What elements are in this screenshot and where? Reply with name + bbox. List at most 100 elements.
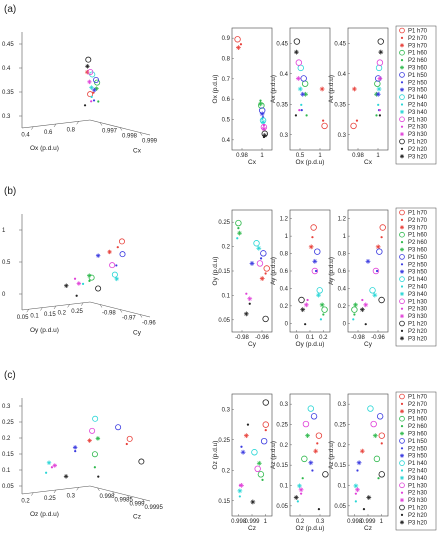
legend-entry: P3 h20 bbox=[408, 520, 428, 526]
data-point bbox=[378, 296, 385, 304]
y-axis-label: Oy (p.d.u) bbox=[212, 257, 219, 286]
z-tick-label: 0.15 bbox=[2, 452, 14, 458]
data-point bbox=[354, 492, 357, 495]
x-tick-label: 0.999 bbox=[244, 519, 260, 525]
data-point bbox=[253, 240, 260, 247]
tick-mark bbox=[112, 491, 115, 495]
y-tick-label: 0.05 bbox=[17, 315, 29, 321]
legend-entry: P3 h30 bbox=[408, 314, 428, 320]
data-point bbox=[400, 469, 404, 472]
star-stroke bbox=[352, 87, 357, 91]
data-point bbox=[372, 267, 380, 275]
y-tick-label: 0.05 bbox=[276, 504, 288, 510]
data-point bbox=[399, 132, 405, 137]
x-axis-label: Cy bbox=[133, 329, 142, 336]
star-stroke bbox=[378, 50, 383, 54]
data-point bbox=[95, 253, 101, 258]
star-stroke bbox=[313, 449, 318, 454]
y-tick-label: 0.25 bbox=[276, 423, 288, 429]
star-stroke bbox=[312, 259, 317, 264]
z-tick-label: 0.2 bbox=[2, 436, 11, 442]
star-stroke bbox=[297, 484, 302, 488]
y-tick-label: 0.1 bbox=[338, 484, 347, 490]
data-point bbox=[46, 460, 52, 465]
star-stroke bbox=[239, 483, 244, 488]
tick-mark bbox=[31, 126, 34, 130]
star-stroke bbox=[260, 276, 265, 281]
data-point bbox=[308, 460, 314, 466]
data-point bbox=[356, 460, 362, 466]
data-point bbox=[399, 87, 405, 92]
y-axis-label: Oz (p.d.u) bbox=[212, 441, 219, 470]
legend-entry: P3 h20 bbox=[408, 154, 428, 160]
x-tick-label: 0.5 bbox=[296, 153, 305, 159]
x-tick-label: -0.96 bbox=[142, 321, 156, 327]
x-tick-label: 0.98 bbox=[352, 153, 364, 159]
y-tick-label: 0.6 bbox=[44, 130, 53, 136]
tick-mark bbox=[139, 314, 143, 318]
y-axis-label: Az (p.d.u) bbox=[270, 441, 277, 469]
data-point bbox=[321, 306, 328, 313]
data-point bbox=[76, 281, 82, 286]
data-point bbox=[301, 477, 304, 480]
y-axis-label: Oy (p.d.u) bbox=[30, 327, 59, 334]
data-point bbox=[400, 125, 404, 128]
data-point bbox=[300, 307, 306, 313]
y-tick-label: 0.5 bbox=[222, 118, 231, 124]
plot-frame bbox=[347, 393, 389, 517]
star-stroke bbox=[400, 225, 404, 229]
star-stroke bbox=[241, 450, 245, 455]
y-tick-label: 0 bbox=[343, 321, 347, 327]
data-point bbox=[260, 437, 268, 445]
y-tick-label: 0.2 bbox=[222, 468, 231, 474]
y-axis-label: Ay (p.d.u) bbox=[328, 257, 335, 285]
data-point bbox=[377, 103, 380, 106]
data-point bbox=[243, 433, 249, 439]
data-point bbox=[351, 306, 358, 313]
star-stroke bbox=[360, 449, 365, 454]
data-point bbox=[372, 433, 378, 439]
legend-entry: P2 h20 bbox=[408, 147, 428, 153]
legend-entry: P1 h50 bbox=[408, 255, 428, 261]
y-tick-label: 0.05 bbox=[218, 318, 230, 324]
data-point bbox=[377, 477, 380, 480]
data-point bbox=[400, 513, 404, 517]
data-point bbox=[260, 250, 267, 257]
data-point bbox=[259, 111, 265, 117]
data-point bbox=[240, 445, 243, 448]
legend-entry: P2 h70 bbox=[408, 218, 428, 224]
tick-mark bbox=[139, 132, 143, 136]
star-stroke bbox=[299, 487, 303, 492]
data-point bbox=[91, 451, 98, 458]
data-point bbox=[297, 483, 302, 489]
data-point bbox=[379, 224, 386, 231]
x-tick-label: 0.1 bbox=[306, 335, 315, 341]
data-point bbox=[298, 296, 305, 304]
data-point bbox=[307, 405, 315, 412]
legend-entry: P1 h60 bbox=[408, 51, 428, 57]
data-point bbox=[369, 287, 376, 294]
x-tick-label: 0.998 bbox=[231, 519, 247, 525]
x-axis-label: Cx bbox=[248, 159, 257, 166]
x-tick-label: 0.9995 bbox=[145, 505, 164, 511]
y-tick-label: 0.1 bbox=[222, 293, 231, 299]
data-point bbox=[306, 298, 309, 302]
data-point bbox=[256, 260, 264, 267]
x-tick-label: 1 bbox=[376, 153, 380, 159]
data-point bbox=[400, 307, 404, 310]
y-tick-label: 0.25 bbox=[218, 220, 230, 226]
data-point bbox=[81, 282, 85, 285]
star-stroke bbox=[353, 302, 358, 307]
star-stroke bbox=[309, 244, 314, 249]
data-point bbox=[314, 269, 318, 273]
data-point bbox=[119, 251, 126, 258]
legend-entry: P3 h70 bbox=[408, 43, 428, 49]
data-point bbox=[257, 471, 265, 478]
data-point bbox=[93, 466, 96, 469]
star-stroke bbox=[85, 70, 90, 74]
legend-entry: P1 h20 bbox=[408, 506, 428, 512]
y-tick-label: 0.4 bbox=[222, 138, 231, 144]
